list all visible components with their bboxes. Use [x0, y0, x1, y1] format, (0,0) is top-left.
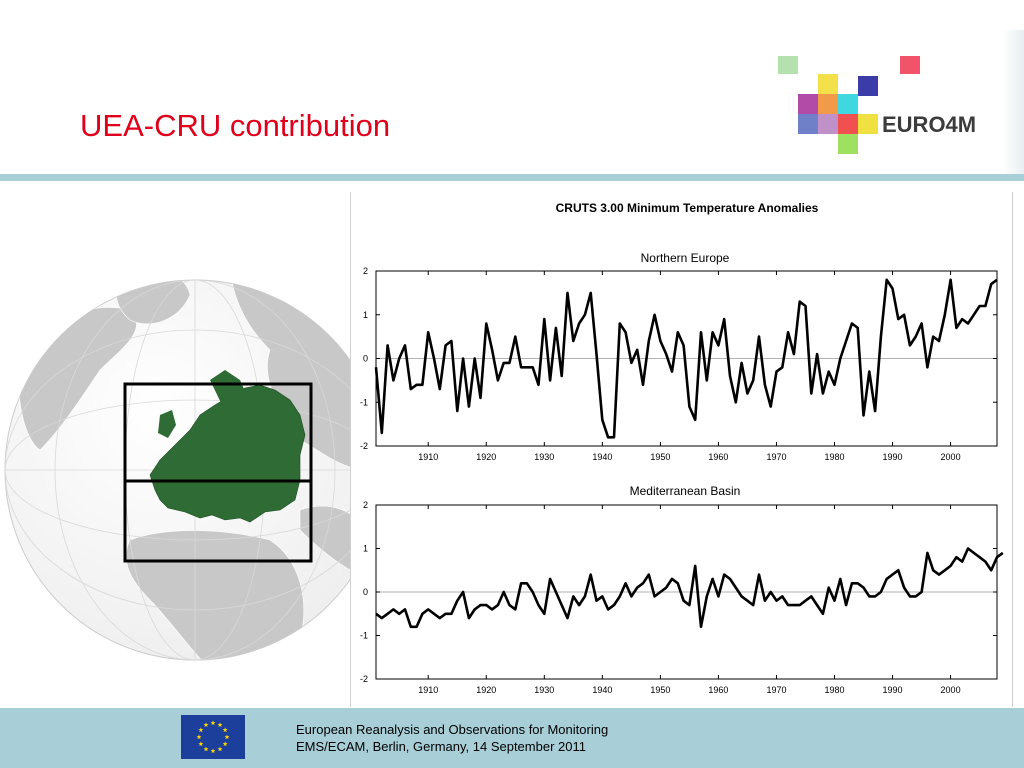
- x-tick-label: 2000: [941, 685, 961, 695]
- x-tick-label: 2000: [941, 452, 961, 462]
- x-tick-label: 1990: [883, 685, 903, 695]
- eu-star: [210, 748, 216, 754]
- eu-star: [224, 734, 230, 740]
- eu-star: [198, 727, 204, 733]
- header-band: [0, 174, 1024, 181]
- logo-square: [858, 76, 878, 96]
- x-tick-label: 1980: [824, 685, 844, 695]
- eu-star: [196, 734, 202, 740]
- x-tick-label: 1960: [708, 452, 728, 462]
- x-tick-label: 1950: [650, 685, 670, 695]
- logo-square: [778, 56, 798, 74]
- x-tick-label: 1970: [766, 685, 786, 695]
- logo-square: [838, 114, 858, 134]
- y-tick-label: 0: [363, 354, 368, 364]
- landmass-europe: [149, 384, 306, 523]
- eu-star: [203, 722, 209, 727]
- plot-mediterranean-basin: -2 -1 0 1 2 1910 1920 1930 1940 1950 1960 1970 1980 1…: [360, 500, 1004, 695]
- landmass-british-isles: [158, 410, 176, 438]
- y-tick-label: 2: [363, 500, 368, 510]
- x-tick-label: 1910: [418, 452, 438, 462]
- x-tick-label: 1930: [534, 452, 554, 462]
- eu-star: [203, 746, 209, 752]
- y-tick-label: 1: [363, 544, 368, 554]
- x-tick-label: 1910: [418, 685, 438, 695]
- logo-square: [858, 114, 878, 134]
- plot-northern-europe: -2 -1 0 1 2 1910 1920 1930 1940 1950 1960 1970 1980 1…: [360, 266, 998, 462]
- logo-square: [900, 56, 920, 74]
- chart-subtitle-northern-europe: Northern Europe: [641, 251, 730, 265]
- header-shadow: [1002, 30, 1024, 180]
- globe-map: [4, 279, 360, 661]
- y-tick-label: -1: [360, 397, 368, 407]
- series-line: [375, 547, 1004, 629]
- footer-line-1: European Reanalysis and Observations for…: [296, 722, 609, 737]
- chart-subtitle-mediterranean: Mediterranean Basin: [630, 484, 741, 498]
- eu-star: [217, 722, 223, 727]
- logo-square: [818, 94, 838, 114]
- x-tick-label: 1980: [824, 452, 844, 462]
- y-tick-label: 1: [363, 310, 368, 320]
- x-tick-label: 1930: [534, 685, 554, 695]
- footer-band: [0, 708, 1024, 768]
- x-tick-label: 1940: [592, 685, 612, 695]
- logo-square: [818, 114, 838, 134]
- logo-square: [818, 74, 838, 94]
- slide-title: UEA-CRU contribution: [80, 108, 391, 143]
- logo-text: EURO4M: [882, 112, 976, 137]
- eu-star: [222, 727, 228, 733]
- region-box-mediterranean: [123, 479, 313, 563]
- logo-square: [838, 134, 858, 154]
- x-tick-label: 1950: [650, 452, 670, 462]
- x-tick-label: 1960: [708, 685, 728, 695]
- eu-star: [217, 746, 223, 752]
- y-tick-label: -2: [360, 441, 368, 451]
- eu-star: [198, 741, 204, 747]
- eu-star: [210, 720, 216, 726]
- charts-panel: CRUTS 3.00 Minimum Temperature Anomalies…: [350, 192, 1013, 707]
- x-tick-label: 1940: [592, 452, 612, 462]
- temperature-anomaly-charts: CRUTS 3.00 Minimum Temperature Anomalies…: [360, 201, 1004, 695]
- x-tick-label: 1920: [476, 452, 496, 462]
- x-tick-label: 1920: [476, 685, 496, 695]
- y-tick-label: 2: [363, 266, 368, 276]
- chart-title: CRUTS 3.00 Minimum Temperature Anomalies: [556, 201, 819, 215]
- y-tick-label: -1: [360, 631, 368, 641]
- footer-line-2: EMS/ECAM, Berlin, Germany, 14 September …: [296, 739, 586, 754]
- logo-square: [798, 94, 818, 114]
- y-tick-label: -2: [360, 674, 368, 684]
- x-tick-label: 1970: [766, 452, 786, 462]
- footer-text: European Reanalysis and Observations for…: [296, 721, 608, 755]
- eu-star: [222, 741, 228, 747]
- eu-flag-icon: [181, 715, 245, 759]
- logo-square: [798, 114, 818, 134]
- x-tick-label: 1990: [883, 452, 903, 462]
- euro4m-logo: EURO4M: [778, 56, 976, 154]
- logo-square: [838, 94, 858, 114]
- landmass-scandinavia: [210, 370, 248, 408]
- series-line: [374, 278, 998, 439]
- y-tick-label: 0: [363, 587, 368, 597]
